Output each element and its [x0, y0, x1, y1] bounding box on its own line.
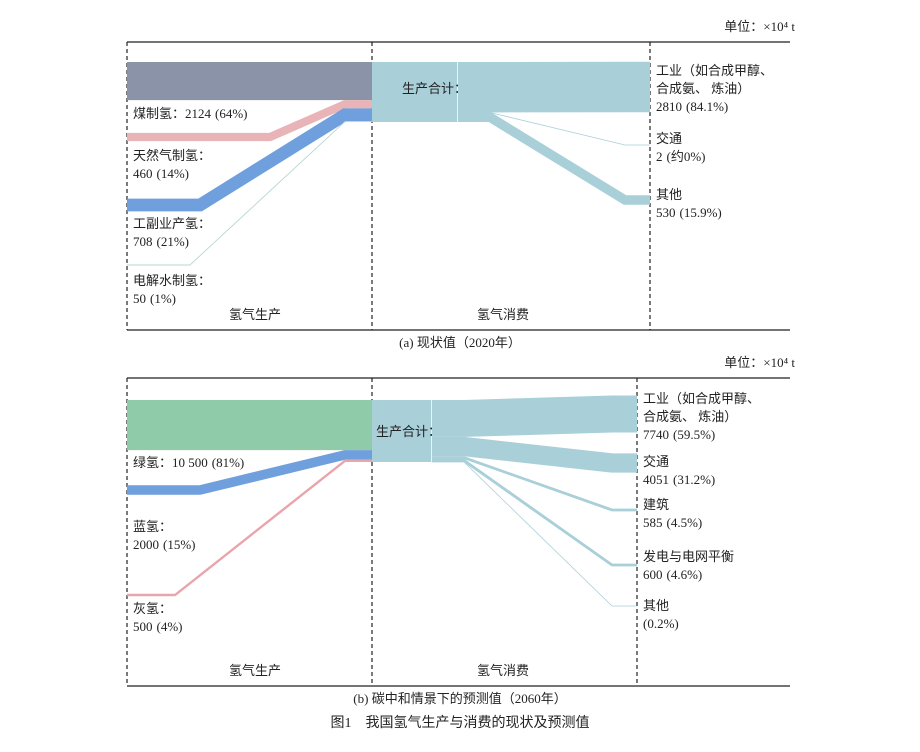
target-flow	[432, 461, 637, 607]
source-name: 绿氢：	[133, 455, 172, 470]
target-value: 7740	[643, 427, 669, 442]
total-name: 生产合计：	[376, 424, 441, 439]
source-name: 电解水制氢：	[133, 273, 211, 288]
unit-label: 单位：×10⁴ t	[724, 19, 795, 34]
target-flow	[432, 436, 637, 473]
source-name: 蓝氢：	[133, 519, 172, 534]
source-name: 灰氢：	[133, 601, 172, 616]
target-share: (15.9%)	[680, 205, 722, 220]
target-value: 2	[656, 149, 663, 164]
source-value: 50	[133, 291, 146, 306]
source-flow	[127, 100, 372, 142]
target-share: (59.5%)	[673, 427, 715, 442]
target-flow	[458, 112, 650, 205]
target-label: 7740 (59.5%)	[643, 427, 715, 442]
source-share: (15%)	[163, 537, 196, 552]
source-value: 708	[133, 234, 153, 249]
unit-label: 单位：×10⁴ t	[724, 355, 795, 370]
target-value: 600	[643, 567, 663, 582]
target-share: (约0%)	[667, 149, 706, 164]
target-name: 发电与电网平衡	[643, 549, 734, 564]
source-flow	[127, 121, 372, 266]
source-label: 708 (21%)	[133, 234, 189, 249]
total-node	[372, 62, 458, 122]
source-share: (14%)	[157, 166, 190, 181]
target-flow	[432, 395, 637, 437]
source-label: 460 (14%)	[133, 166, 189, 181]
target-share: (4.6%)	[667, 567, 703, 582]
target-name: 合成氨、 炼油）	[643, 409, 737, 424]
target-value: 4051	[643, 472, 669, 487]
target-share: (4.5%)	[667, 515, 703, 530]
target-name: 其他	[656, 187, 682, 202]
source-share: (4%)	[157, 619, 183, 634]
source-name: 天然气制氢：	[133, 148, 211, 163]
target-value: 585	[643, 515, 663, 530]
target-share: (31.2%)	[673, 472, 715, 487]
source-label: 蓝氢：	[133, 519, 172, 534]
source-share: (1%)	[150, 291, 176, 306]
source-label: 50 (1%)	[133, 291, 176, 306]
source-share: (81%)	[212, 455, 245, 470]
target-label: 4051 (31.2%)	[643, 472, 715, 487]
source-flow	[127, 459, 372, 597]
target-name: 合成氨、 炼油）	[656, 81, 750, 96]
source-value: 500	[133, 619, 153, 634]
target-share: (84.1%)	[686, 99, 728, 114]
panel-caption: (b) 碳中和情景下的预测值（2060年）	[353, 691, 566, 706]
source-label: 电解水制氢：	[133, 273, 211, 288]
source-value: 460	[133, 166, 153, 181]
source-flow	[127, 108, 372, 212]
target-label: 2 (约0%)	[656, 149, 706, 164]
source-axis: 氢气生产	[229, 663, 281, 678]
source-label: 500 (4%)	[133, 619, 183, 634]
target-name: 交通	[656, 131, 682, 146]
target-name: 交通	[643, 454, 669, 469]
source-label: 煤制氢：2124 (64%)	[133, 106, 248, 121]
panel-caption: (a) 现状值（2020年）	[399, 335, 521, 350]
target-value: 530	[656, 205, 676, 220]
source-name: 煤制氢：	[133, 106, 185, 121]
target-label: 585 (4.5%)	[643, 515, 702, 530]
source-label: 绿氢：10 500 (81%)	[133, 455, 244, 470]
target-label: (0.2%)	[643, 616, 679, 631]
target-share: (0.2%)	[643, 616, 679, 631]
target-value: 2810	[656, 99, 682, 114]
target-name: 其他	[643, 598, 669, 613]
total-name: 生产合计：	[402, 81, 467, 96]
source-name: 工副业产氢：	[133, 216, 211, 231]
source-label: 天然气制氢：	[133, 148, 211, 163]
target-axis: 氢气消费	[477, 663, 529, 678]
target-name: 工业（如合成甲醇、	[643, 391, 760, 406]
source-share: (64%)	[215, 106, 248, 121]
target-flow	[458, 112, 650, 146]
source-label: 工副业产氢：	[133, 216, 211, 231]
target-label: 2810 (84.1%)	[656, 99, 728, 114]
source-label: 灰氢：	[133, 601, 172, 616]
target-flow	[432, 459, 637, 567]
target-label: 600 (4.6%)	[643, 567, 702, 582]
source-value: 10 500	[172, 455, 208, 470]
target-name: 建筑	[643, 497, 669, 512]
source-flow	[127, 450, 372, 495]
source-value: 2000	[133, 537, 159, 552]
target-name: 工业（如合成甲醇、	[656, 63, 773, 78]
source-axis: 氢气生产	[229, 307, 281, 322]
total-node	[372, 400, 432, 462]
target-label: 530 (15.9%)	[656, 205, 722, 220]
source-share: (21%)	[157, 234, 190, 249]
source-value: 2124	[185, 106, 212, 121]
figure-caption: 图1 我国氢气生产与消费的现状及预测值	[331, 715, 590, 731]
target-axis: 氢气消费	[477, 307, 529, 322]
target-flow	[432, 456, 637, 512]
source-label: 2000 (15%)	[133, 537, 196, 552]
